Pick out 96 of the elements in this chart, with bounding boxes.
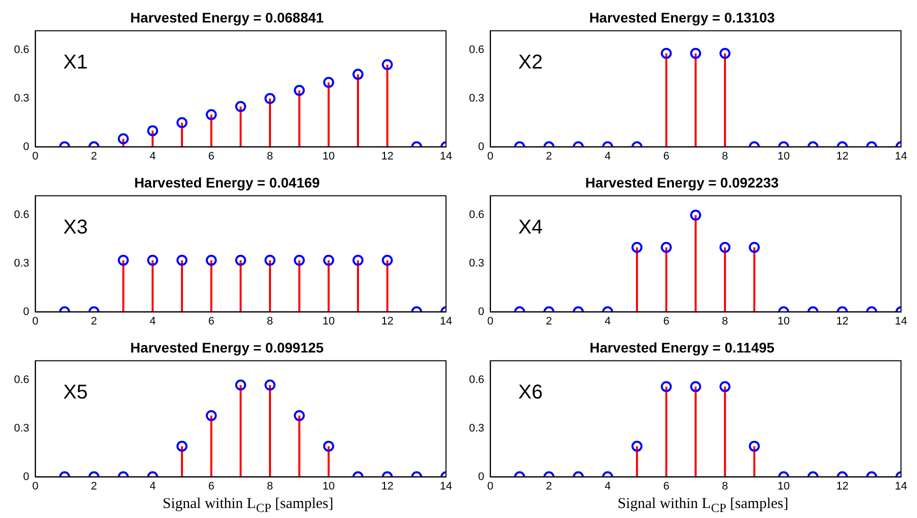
x-tick-label: 10 <box>322 150 335 162</box>
y-tick-label: 0.6 <box>14 374 30 386</box>
x-tick-label: 8 <box>722 150 728 162</box>
x-tick-label: 10 <box>322 315 335 328</box>
chart-title: Harvested Energy = 0.04169 <box>134 174 320 190</box>
x-tick-label: 2 <box>546 480 552 492</box>
point <box>235 379 246 390</box>
x-tick-label: 8 <box>266 480 274 492</box>
point <box>719 242 730 253</box>
x-tick-label: 2 <box>546 150 552 162</box>
point <box>631 242 642 253</box>
point <box>294 410 305 422</box>
y-tick-label: 0 <box>478 470 484 483</box>
x-tick-label: 8 <box>722 480 728 492</box>
x-tick-label: 2 <box>90 480 98 492</box>
y-tick-label: 0.3 <box>468 92 484 104</box>
x-tick-label: 14 <box>894 480 908 492</box>
point <box>206 410 217 422</box>
y-tick-label: 0.6 <box>468 44 484 56</box>
y-tick-label: 0.6 <box>14 44 30 56</box>
x-tick-label: 0 <box>487 480 494 492</box>
x-axis-title: Signal within L$_{CP}$ [samples] <box>616 496 790 516</box>
x-tick-label: 6 <box>208 315 214 328</box>
x-tick-label: 6 <box>663 480 670 492</box>
y-tick-label: 0.3 <box>468 258 484 270</box>
x-tick-label: 0 <box>32 315 38 328</box>
x-tick-label: 12 <box>836 150 848 162</box>
x-tick-label: 4 <box>604 150 611 162</box>
point <box>352 68 364 80</box>
y-tick-label: 0 <box>478 306 484 318</box>
point <box>660 242 672 253</box>
x-tick-label: 14 <box>440 150 452 162</box>
y-tick-label: 0 <box>23 470 30 483</box>
y-tick-label: 0.3 <box>14 92 30 104</box>
point <box>323 76 334 88</box>
point <box>748 242 760 253</box>
point <box>294 84 305 96</box>
y-tick-label: 0 <box>23 140 30 153</box>
x-tick-label: 12 <box>381 315 394 328</box>
chart-title: Harvested Energy = 0.068841 <box>130 9 324 26</box>
point <box>382 59 393 70</box>
x-tick-label: 8 <box>266 150 274 162</box>
y-tick-label: 0.3 <box>14 258 30 270</box>
x-tick-label: 0 <box>32 150 38 162</box>
x-tick-label: 6 <box>663 150 670 162</box>
x-tick-label: 4 <box>150 480 156 492</box>
x-tick-label: 8 <box>722 315 728 328</box>
chart-title: Harvested Energy = 0.092233 <box>585 174 779 190</box>
y-tick-label: 0.6 <box>468 374 484 386</box>
chart-title: Harvested Energy = 0.099125 <box>130 339 324 356</box>
x-tick-label: 14 <box>440 315 452 328</box>
x-tick-label: 10 <box>322 480 335 492</box>
x-tick-label: 12 <box>381 480 394 492</box>
annotation: X4 <box>518 216 543 238</box>
chart-title: Harvested Energy = 0.11495 <box>590 339 775 356</box>
x-tick-label: 0 <box>487 315 494 328</box>
y-tick-label: 0 <box>23 306 30 318</box>
chart-title: Harvested Energy = 0.13103 <box>589 9 776 26</box>
point <box>206 109 217 120</box>
x-tick-label: 6 <box>663 315 670 328</box>
x-tick-label: 14 <box>894 150 908 162</box>
x-tick-label: 10 <box>778 150 790 162</box>
x-tick-label: 12 <box>836 315 848 328</box>
y-tick-label: 0.3 <box>14 422 30 434</box>
x-tick-label: 4 <box>150 315 156 328</box>
annotation: X2 <box>518 51 543 74</box>
x-tick-label: 4 <box>604 315 611 328</box>
annotation: X1 <box>63 51 88 74</box>
x-tick-label: 10 <box>778 480 790 492</box>
x-tick-label: 0 <box>487 150 494 162</box>
x-tick-label: 12 <box>836 480 848 492</box>
y-tick-label: 0.6 <box>14 209 30 222</box>
point <box>690 210 702 221</box>
x-tick-label: 2 <box>90 315 98 328</box>
annotation: X3 <box>63 216 88 238</box>
point <box>264 379 276 390</box>
x-tick-label: 2 <box>90 150 98 162</box>
x-tick-label: 8 <box>266 315 274 328</box>
y-tick-label: 0 <box>478 140 484 153</box>
y-tick-label: 0.3 <box>468 422 484 434</box>
x-tick-label: 10 <box>778 315 790 328</box>
x-axis-title: Signal within L$_{CP}$ [samples] <box>162 496 334 516</box>
point <box>264 92 276 104</box>
x-tick-label: 4 <box>150 150 156 162</box>
x-tick-label: 14 <box>440 480 452 492</box>
x-tick-label: 12 <box>381 150 394 162</box>
x-tick-label: 14 <box>894 315 908 328</box>
x-tick-label: 0 <box>32 480 38 492</box>
x-tick-label: 6 <box>208 480 214 492</box>
x-tick-label: 4 <box>604 480 611 492</box>
point <box>235 101 246 112</box>
x-tick-label: 2 <box>546 315 552 328</box>
annotation: X5 <box>63 381 88 404</box>
y-tick-label: 0.6 <box>468 209 484 222</box>
x-tick-label: 6 <box>208 150 214 162</box>
annotation: X6 <box>518 381 543 404</box>
